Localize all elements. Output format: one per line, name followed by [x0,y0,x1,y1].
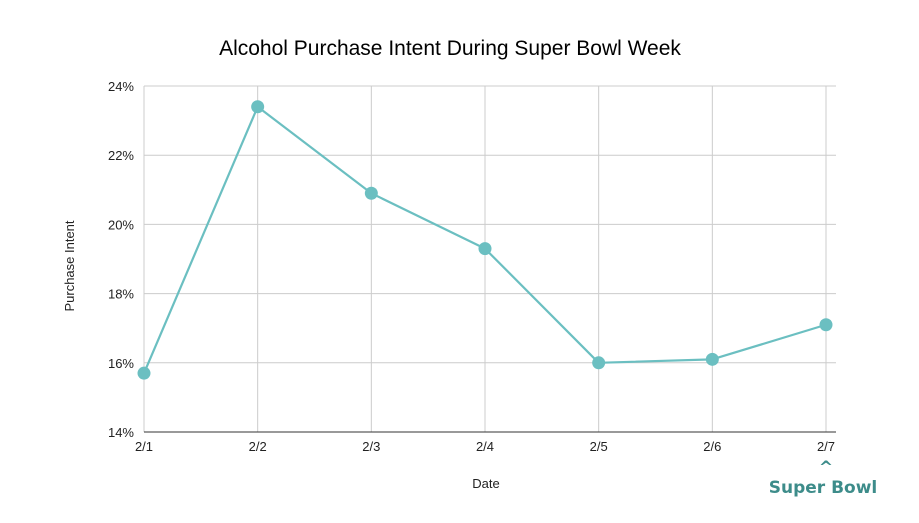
x-axis-label: Date [472,476,499,491]
y-axis-ticks: 14% 16% 18% 20% 22% 24% [108,79,134,440]
data-point [251,100,265,114]
x-tick-label: 2/1 [135,439,153,454]
y-tick-label: 14% [108,425,134,440]
gridlines [143,85,836,433]
data-points [137,100,833,380]
x-tick-label: 2/3 [362,439,380,454]
y-tick-label: 16% [108,356,134,371]
chart-title: Alcohol Purchase Intent During Super Bow… [219,37,681,60]
y-tick-label: 18% [108,287,134,302]
data-point [364,186,378,200]
y-axis-label: Purchase Intent [62,220,77,311]
data-point [478,242,492,256]
x-tick-label: 2/7 [817,439,835,454]
x-axis-ticks: 2/1 2/2 2/3 2/4 2/5 2/6 2/7 [135,439,835,454]
super-bowl-logo-caret: ^ [819,458,833,478]
data-point [819,318,833,332]
y-tick-label: 22% [108,148,134,163]
x-tick-label: 2/2 [249,439,267,454]
x-tick-label: 2/6 [703,439,721,454]
data-point [592,356,606,370]
data-point [705,352,719,366]
data-point [137,366,151,380]
x-tick-label: 2/4 [476,439,494,454]
y-tick-label: 24% [108,79,134,94]
y-tick-label: 20% [108,217,134,232]
x-tick-label: 2/5 [590,439,608,454]
super-bowl-logo-text: Super Bowl [769,478,878,498]
